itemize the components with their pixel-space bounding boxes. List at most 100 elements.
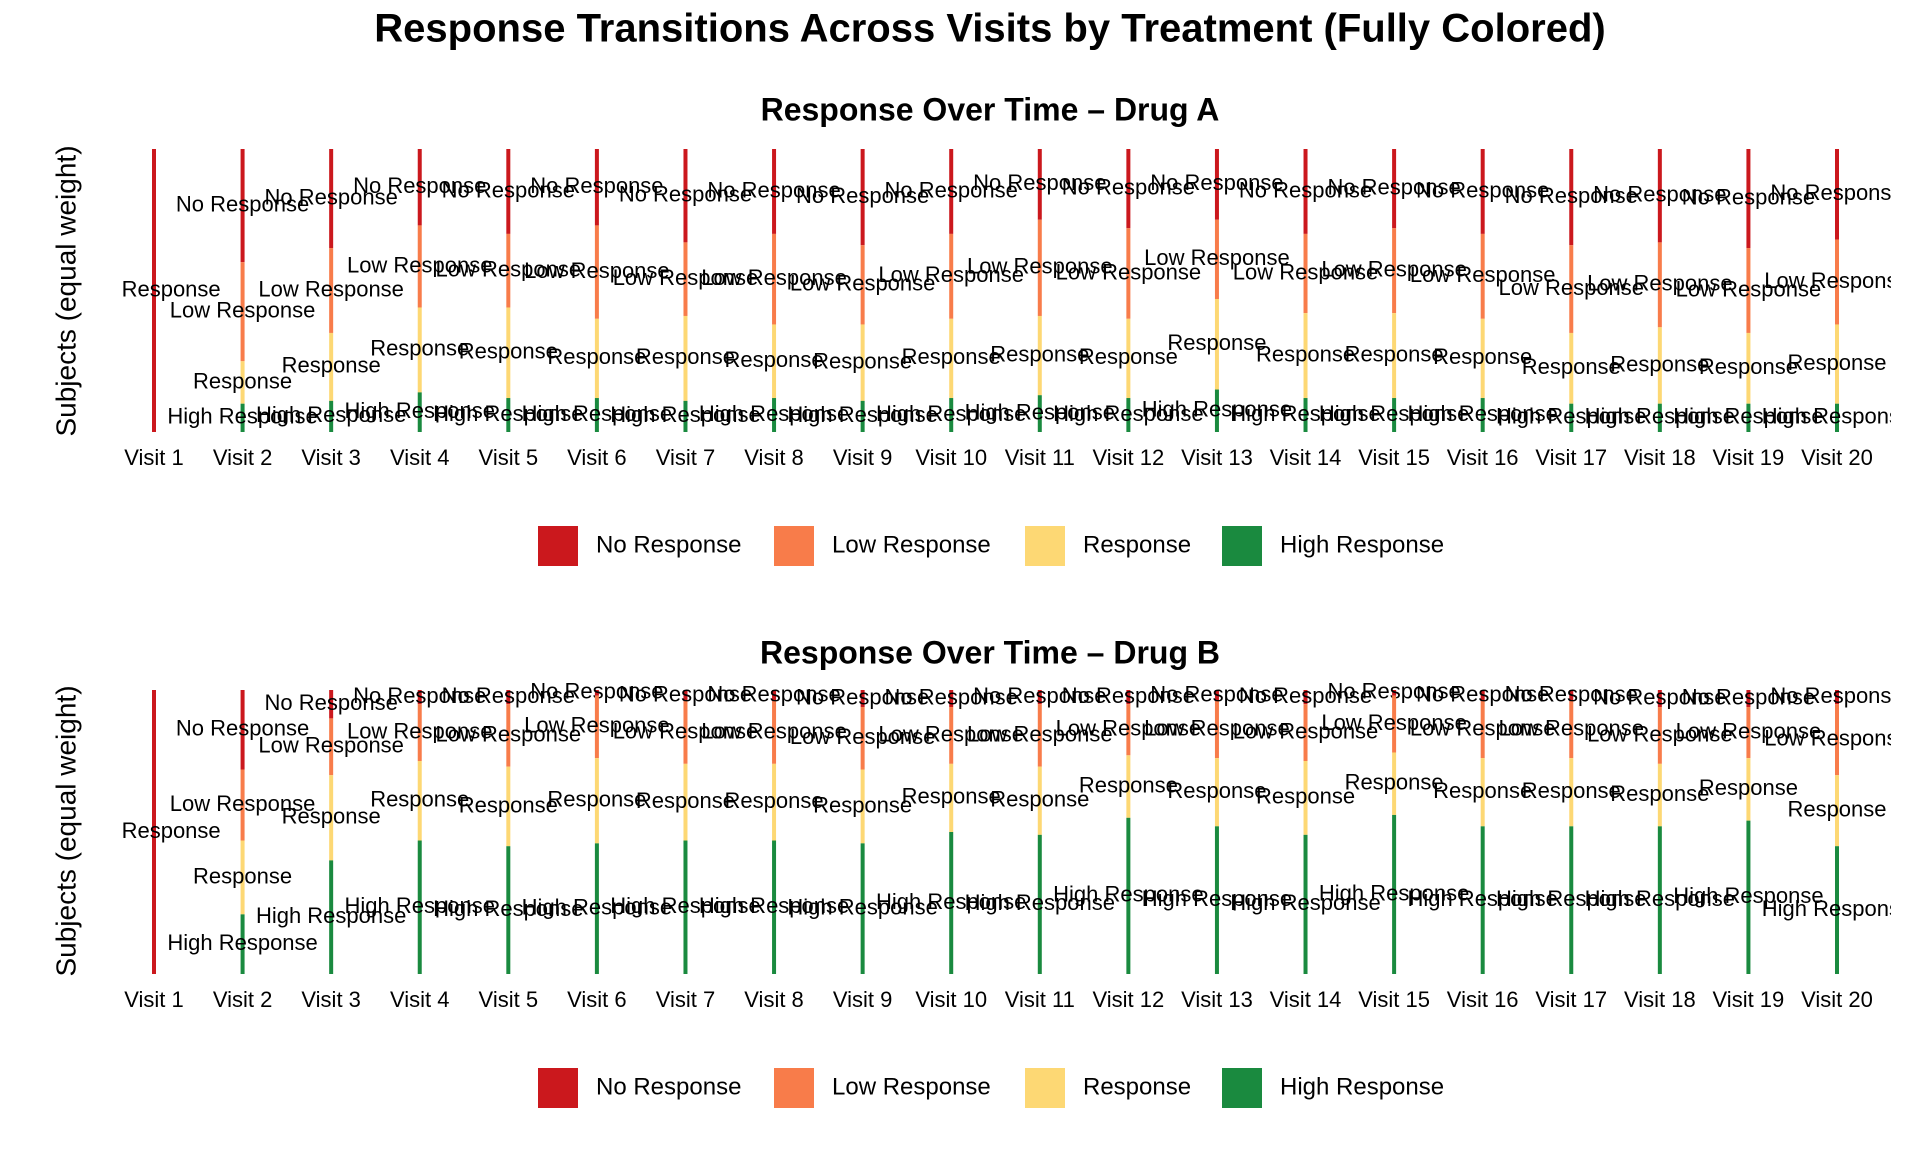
segment-label: High Response [699, 893, 849, 918]
segment-label: Response [1345, 341, 1444, 366]
segment [772, 324, 777, 399]
segment [1746, 332, 1751, 404]
segment-label: High Response [1762, 896, 1912, 921]
segment-label: Response [370, 787, 469, 812]
segment-label: High Response [345, 398, 495, 423]
segment [329, 248, 334, 333]
segment-label: High Response [167, 930, 317, 955]
y-axis-label: Subjects (equal weight) [50, 685, 81, 976]
segment-label: Response [1610, 781, 1709, 806]
segment [949, 763, 954, 832]
segment-label: High Response [1407, 401, 1557, 426]
segment [506, 398, 511, 432]
segment-label: Low Response [436, 721, 582, 746]
segment-label: Low Response [170, 791, 316, 816]
x-tick-label: Visit 20 [1801, 987, 1873, 1012]
segment [240, 840, 245, 915]
segment-label: No Response [353, 173, 486, 198]
segment [594, 758, 599, 844]
segment [1835, 775, 1839, 847]
segment [1569, 149, 1574, 246]
segment [683, 690, 688, 702]
segment [1392, 149, 1397, 229]
segment [1657, 242, 1662, 328]
legend-label: No Response [596, 1073, 741, 1100]
segment-label: No Response [442, 177, 575, 202]
segment-label: No Response [1593, 182, 1726, 207]
segment [329, 332, 334, 401]
legend-swatch [1025, 526, 1065, 566]
segment-label: High Response [256, 903, 406, 928]
segment [772, 233, 777, 325]
segment-label: High Response [1496, 886, 1646, 911]
segment [949, 398, 954, 432]
segment-label: High Response [522, 894, 672, 919]
segment [506, 704, 511, 767]
figure-title: Response Transitions Across Visits by Tr… [374, 7, 1605, 51]
segment [1037, 219, 1042, 316]
segment [1126, 318, 1131, 399]
segment-label: No Response [1416, 177, 1549, 202]
segment-label: Response [1079, 772, 1178, 797]
segment [506, 233, 511, 308]
segment-label: Response [990, 787, 1089, 812]
segment [1657, 690, 1662, 708]
segment-label: No Response [265, 184, 398, 209]
segment-label: Low Response [258, 733, 404, 758]
segment [1746, 707, 1751, 759]
segment-label: Low Response [701, 265, 847, 290]
segment [860, 843, 865, 974]
segment [1746, 403, 1751, 432]
segment [506, 846, 511, 974]
segment [772, 398, 777, 432]
segment [772, 840, 777, 974]
segment [1392, 695, 1397, 753]
segment-label: Response [1610, 351, 1709, 376]
segment [1835, 403, 1839, 432]
segment-label: Response [1167, 778, 1266, 803]
segment [1835, 239, 1839, 325]
segment-label: Low Response [1676, 718, 1822, 743]
x-tick-label: Visit 12 [1092, 445, 1164, 470]
x-tick-label: Visit 10 [915, 445, 987, 470]
segment [417, 149, 422, 226]
segment-label: No Response [442, 683, 575, 708]
segment [1657, 763, 1662, 827]
x-tick-label: Visit 17 [1535, 987, 1607, 1012]
segment-label: Response [1699, 775, 1798, 800]
segment-label: High Response [876, 401, 1026, 426]
segment-label: Low Response [1144, 245, 1290, 270]
segment [1835, 149, 1839, 240]
segment-label: High Response [256, 402, 406, 427]
segment-label: Low Response [878, 262, 1024, 287]
segment [860, 769, 865, 844]
segment [240, 361, 245, 404]
segment [1303, 149, 1308, 234]
segment [1037, 395, 1042, 432]
segment-label: Response [282, 804, 381, 829]
legend-label: High Response [1280, 1073, 1444, 1100]
segment [1214, 298, 1219, 390]
segment [949, 690, 954, 708]
segment [1037, 315, 1042, 396]
segment-label: Low Response [1587, 271, 1733, 296]
segment [1746, 820, 1751, 974]
segment-label: Low Response [258, 276, 404, 301]
segment-label: Response [1167, 330, 1266, 355]
segment [949, 318, 954, 399]
segment [506, 690, 511, 705]
segment [1214, 690, 1219, 702]
segment-label: Low Response [1233, 259, 1379, 284]
legend-swatch [1025, 1068, 1065, 1108]
segment [1835, 846, 1839, 974]
segment [1214, 219, 1219, 299]
segment-label: Low Response [613, 718, 759, 743]
segment [417, 690, 422, 705]
segment [240, 690, 245, 770]
segment [1480, 701, 1485, 759]
segment [949, 233, 954, 319]
segment [1569, 758, 1574, 827]
segment-label: Response [725, 347, 824, 372]
x-tick-label: Visit 12 [1092, 987, 1164, 1012]
